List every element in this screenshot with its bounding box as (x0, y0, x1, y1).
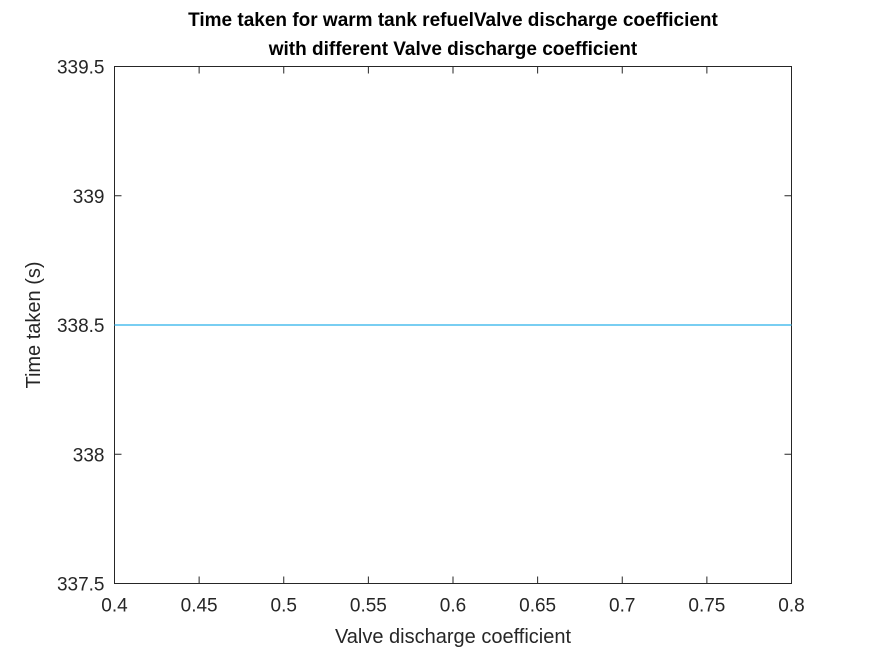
x-tick-label: 0.45 (181, 596, 218, 617)
x-tick-label: 0.8 (778, 596, 804, 617)
chart-title-line-1: Time taken for warm tank refuelValve dis… (188, 10, 718, 31)
chart-title-line-2: with different Valve discharge coefficie… (268, 39, 638, 60)
y-tick-label: 337.5 (57, 575, 105, 596)
x-tick-label: 0.4 (101, 596, 128, 617)
x-tick-label: 0.65 (519, 596, 556, 617)
x-tick-label: 0.55 (350, 596, 387, 617)
x-tick-label: 0.7 (609, 596, 635, 617)
x-axis-label: Valve discharge coefficient (335, 626, 572, 648)
x-tick-label: 0.5 (271, 596, 297, 617)
x-tick-label: 0.75 (688, 596, 725, 617)
ticks (114, 66, 792, 584)
y-tick-label: 339 (73, 187, 105, 208)
tick-labels: 0.4 0.45 0.5 0.55 0.6 0.65 0.7 0.75 0.8 337.5 338 3… (57, 58, 805, 617)
x-tick-label: 0.6 (440, 596, 466, 617)
y-tick-label: 338 (73, 445, 105, 466)
y-tick-label: 338.5 (57, 316, 105, 337)
y-axis-label: Time taken (s) (23, 261, 45, 388)
y-tick-label: 339.5 (57, 58, 105, 79)
